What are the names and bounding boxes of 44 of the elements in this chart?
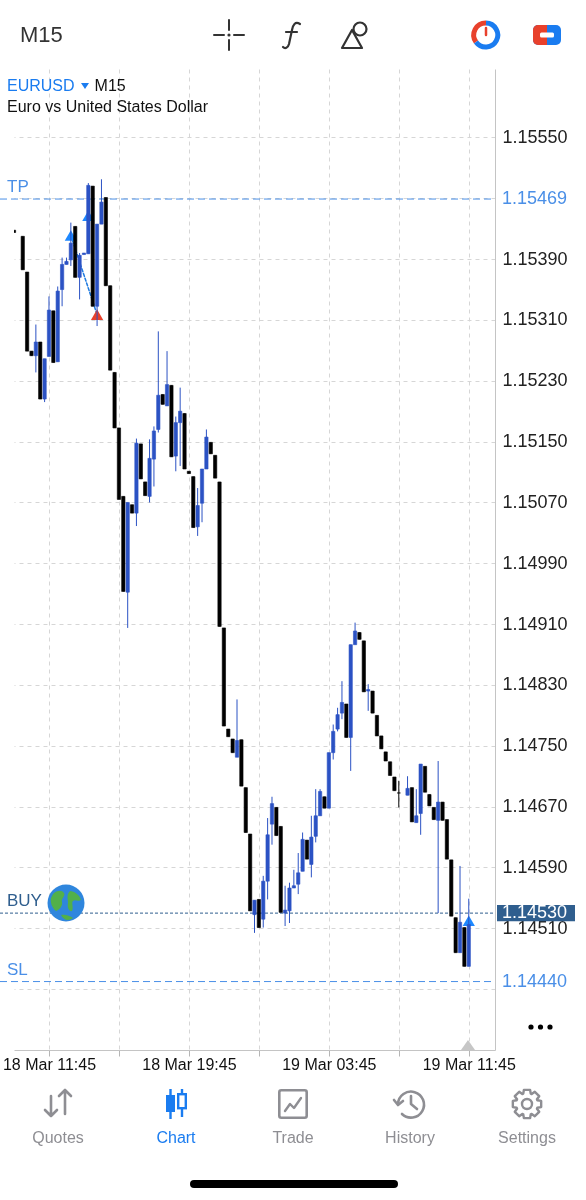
- y-tick-label: 1.14750: [502, 735, 568, 756]
- y-tick-label: 1.15070: [502, 491, 568, 512]
- y-tick-label: 1.14590: [502, 856, 568, 877]
- candlestick: [305, 839, 309, 860]
- y-tick-label: 1.14670: [502, 796, 568, 817]
- x-tick-label: 18 Mar 11:45: [2, 1055, 97, 1073]
- y-tick-label: 1.14910: [502, 613, 568, 634]
- y-tick-label: 1.15550: [502, 126, 568, 147]
- candlestick: [287, 882, 292, 924]
- candlestick: [68, 222, 73, 267]
- text: Quotes: [32, 1128, 84, 1148]
- text: Euro vs United States Dollar: [7, 97, 208, 117]
- candlestick: [77, 252, 82, 300]
- candlestick: [396, 780, 401, 808]
- candlestick: [366, 683, 371, 712]
- x-tick-label: 19 Mar 11:45: [422, 1055, 516, 1073]
- candlestick: [252, 899, 257, 934]
- candlestick: [213, 454, 218, 479]
- text: Settings: [498, 1128, 556, 1148]
- text: History: [385, 1128, 435, 1148]
- y-tick-label: 1.14830: [502, 674, 568, 695]
- y-tick-label: 1.15390: [502, 248, 568, 269]
- candlestick: [195, 487, 200, 537]
- x-tick-label: 18 Mar 19:45: [142, 1055, 237, 1073]
- y-tick-label: 1.15310: [502, 309, 568, 330]
- x-tick-label: 19 Mar 03:45: [282, 1055, 377, 1073]
- text: M15: [20, 22, 63, 48]
- candlestick: [235, 698, 239, 758]
- y-tick-label: 1.14510: [502, 917, 568, 938]
- candlestick: [283, 885, 288, 927]
- ref-line-label: TP: [7, 177, 29, 197]
- text: EURUSD: [7, 76, 75, 96]
- text: 1.15469: [502, 188, 568, 209]
- ref-line-label: SL: [7, 959, 28, 979]
- candlestick: [370, 690, 375, 714]
- y-tick-label: 1.14990: [502, 552, 568, 573]
- annotation: M15: [94, 76, 126, 96]
- text: Trade: [272, 1128, 314, 1148]
- text: 1.14440: [502, 970, 568, 991]
- ref-line-label: BUY: [7, 891, 42, 911]
- y-tick-label: 1.15230: [502, 370, 568, 391]
- text: Chart: [156, 1128, 196, 1148]
- y-tick-label: 1.15150: [502, 431, 568, 452]
- candlestick: [165, 350, 169, 407]
